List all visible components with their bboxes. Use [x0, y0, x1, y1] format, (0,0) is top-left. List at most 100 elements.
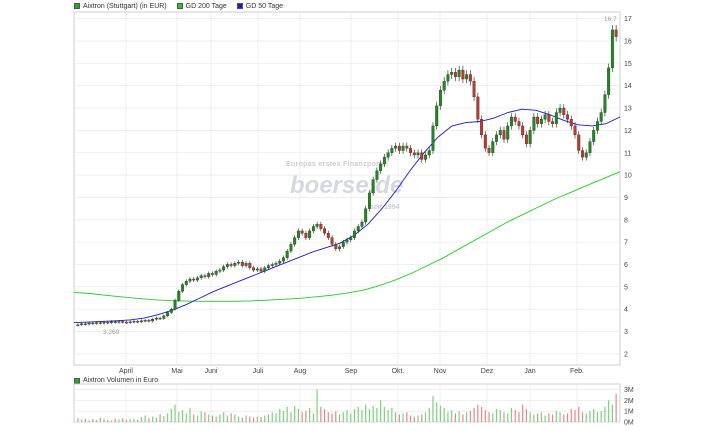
volume-bar: [544, 415, 546, 422]
candle-body: [367, 192, 371, 209]
volume-bar: [148, 418, 150, 422]
x-tick-label: Aug: [294, 368, 307, 375]
volume-bar: [350, 413, 352, 422]
volume-bar: [181, 410, 184, 422]
candle-body: [139, 320, 143, 323]
candle-body: [184, 281, 188, 285]
candle-body: [117, 321, 121, 323]
chart-grid: [73, 11, 621, 423]
y-tick-label: 12: [624, 128, 632, 135]
candle-body: [409, 148, 412, 153]
candle-body: [536, 116, 540, 124]
volume-bar: [290, 412, 292, 422]
volume-bar: [264, 415, 266, 422]
volume-legend-label: Aixtron Volumen in Euro: [83, 377, 159, 384]
volume-bar: [152, 416, 154, 422]
volume-bar: [323, 408, 326, 422]
candle-body: [289, 244, 293, 252]
volume-y-tick-label: 2M: [624, 398, 634, 405]
volume-swatch-icon: [74, 377, 80, 384]
volume-bar: [140, 417, 143, 422]
candle-body: [274, 263, 278, 265]
volume-bar: [574, 410, 576, 422]
volume-bar: [223, 412, 225, 422]
legend-price-label: Aixtron (Stuttgart) (in EUR): [83, 2, 167, 10]
candle-body: [584, 152, 588, 158]
candle-body: [532, 116, 536, 131]
volume-bar: [81, 419, 83, 422]
volume-bar: [413, 416, 415, 422]
candle-body: [259, 268, 263, 272]
candle-body: [210, 273, 214, 275]
candle-body: [87, 322, 91, 325]
gd50-line: [73, 108, 621, 324]
candle-body: [154, 317, 158, 320]
candle-body: [543, 114, 547, 120]
x-tick-label: Dez: [481, 368, 494, 375]
candle-body: [296, 230, 300, 238]
volume-bar: [510, 407, 513, 422]
candle-body: [334, 244, 338, 249]
candle-body: [569, 119, 573, 127]
volume-bar: [275, 413, 277, 422]
volume-bar: [163, 416, 165, 422]
legend-item-price: Aixtron (Stuttgart) (in EUR): [74, 3, 167, 10]
candle-body: [566, 114, 569, 120]
candle-body: [614, 29, 618, 37]
volume-bar: [95, 419, 98, 422]
volume-bar: [346, 410, 348, 422]
y-tick-label: 15: [624, 61, 632, 68]
candle-body: [169, 308, 173, 313]
candle-body: [412, 152, 416, 156]
candle-body: [495, 134, 498, 142]
candle-body: [199, 275, 203, 279]
volume-bar: [200, 411, 202, 422]
candle-body: [588, 141, 592, 153]
candle-body: [382, 157, 386, 165]
candle-body: [222, 266, 226, 271]
candle-body: [405, 145, 409, 149]
candle-body: [491, 141, 495, 153]
volume-bar: [488, 412, 490, 422]
candle-body: [573, 125, 577, 136]
volume-bar: [125, 419, 128, 422]
candle-body: [121, 321, 125, 323]
volume-y-tick-label: 1M: [624, 409, 634, 416]
volume-bar: [522, 404, 524, 422]
candle-body: [300, 230, 304, 234]
candle-body: [607, 67, 611, 95]
volume-bar: [608, 400, 610, 422]
candle-body: [371, 179, 375, 194]
candle-body: [345, 239, 349, 243]
volume-bar: [122, 418, 124, 422]
volume-bar: [409, 415, 412, 422]
candle-body: [263, 267, 267, 272]
volume-bar: [252, 417, 255, 422]
candle-body: [457, 69, 461, 77]
candle-body: [498, 130, 502, 136]
volume-bar: [327, 412, 329, 422]
candle-body: [468, 74, 472, 82]
volume-bar: [391, 407, 393, 422]
legend-gd200-label: GD 200 Tage: [185, 2, 227, 10]
candle-body: [390, 148, 394, 153]
volume-bar: [230, 413, 232, 422]
watermark-brand: boerse.de: [290, 172, 403, 199]
y-tick-label: 6: [624, 262, 628, 269]
volume-bar: [376, 407, 378, 422]
gd200-series-line: [73, 171, 621, 302]
volume-bar: [507, 413, 509, 422]
volume-bar: [294, 405, 296, 422]
volume-bar: [469, 411, 471, 422]
y-tick-label: 13: [624, 106, 632, 113]
low-annotation: 3.269: [103, 329, 120, 336]
candle-body: [106, 321, 110, 324]
volume-bar: [189, 407, 191, 422]
candle-body: [136, 321, 140, 323]
candle-body: [379, 163, 383, 171]
volume-bar: [342, 412, 344, 422]
volume-bar: [320, 406, 322, 422]
candle-body: [225, 264, 229, 267]
candle-body: [427, 150, 431, 156]
